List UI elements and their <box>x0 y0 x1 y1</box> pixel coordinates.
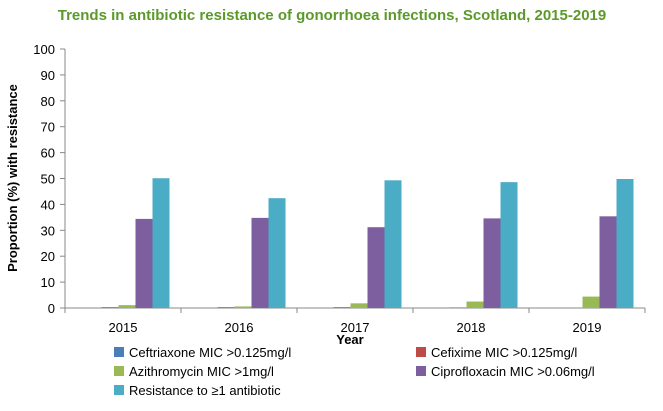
y-tick-labels: 0 10 20 30 40 50 60 70 80 90 100 <box>33 42 55 316</box>
bar-2016-series-4 <box>268 198 286 308</box>
bar-2015-series-4 <box>152 178 170 308</box>
legend-swatch <box>416 366 426 376</box>
legend-swatch <box>416 347 426 357</box>
bar-2018-series-1 <box>449 307 467 308</box>
bar-2017-series-1 <box>333 307 351 308</box>
bar-2018-series-4 <box>500 182 518 308</box>
bar-2017-series-3 <box>367 227 385 308</box>
y-tick-label: 10 <box>41 275 55 290</box>
legend-label: Ciprofloxacin MIC >0.06mg/l <box>431 364 595 379</box>
y-tick-label: 30 <box>41 223 55 238</box>
chart-title: Trends in antibiotic resistance of gonor… <box>58 7 606 24</box>
bar-2015-series-2 <box>118 305 136 308</box>
x-axis-label: Year <box>336 332 363 347</box>
bar-2017-series-4 <box>384 180 402 308</box>
legend: Ceftriaxone MIC >0.125mg/l Cefixime MIC >… <box>114 345 595 398</box>
legend-label: Azithromycin MIC >1mg/l <box>129 364 274 379</box>
y-tick-label: 70 <box>41 120 55 135</box>
x-tick-label: 2015 <box>109 320 138 335</box>
bars <box>101 178 634 308</box>
x-tick-label: 2019 <box>573 320 602 335</box>
legend-label: Resistance to ≥1 antibiotic <box>129 383 281 398</box>
x-tick-label: 2018 <box>457 320 486 335</box>
bar-2019-series-3 <box>599 216 617 308</box>
x-tick-label: 2016 <box>225 320 254 335</box>
y-axis-label: Proportion (%) with resistance <box>5 84 20 272</box>
y-tick-label: 90 <box>41 68 55 83</box>
y-tick-label: 0 <box>48 301 55 316</box>
x-tick-labels: 2015 2016 2017 2018 2019 <box>109 320 602 335</box>
legend-swatch <box>114 385 124 395</box>
legend-swatch <box>114 347 124 357</box>
bar-2017-series-2 <box>350 303 368 308</box>
bar-2016-series-1 <box>217 307 235 308</box>
y-tick-label: 20 <box>41 249 55 264</box>
bar-2019-series-2 <box>582 296 600 308</box>
bar-2015-series-3 <box>135 218 153 308</box>
x-tick-label: 2017 <box>341 320 370 335</box>
y-tick-label: 80 <box>41 94 55 109</box>
bar-2016-series-3 <box>251 217 269 308</box>
legend-label: Cefixime MIC >0.125mg/l <box>431 345 577 360</box>
bar-2018-series-3 <box>483 218 501 308</box>
bar-2015-series-1 <box>101 307 119 308</box>
y-tick-label: 100 <box>33 42 55 57</box>
legend-label: Ceftriaxone MIC >0.125mg/l <box>129 345 291 360</box>
bar-2016-series-2 <box>234 306 252 308</box>
bar-2019-series-4 <box>616 179 634 308</box>
legend-swatch <box>114 366 124 376</box>
y-tick-label: 40 <box>41 197 55 212</box>
y-tick-label: 60 <box>41 146 55 161</box>
bar-2018-series-2 <box>466 301 484 308</box>
y-tick-label: 50 <box>41 172 55 187</box>
